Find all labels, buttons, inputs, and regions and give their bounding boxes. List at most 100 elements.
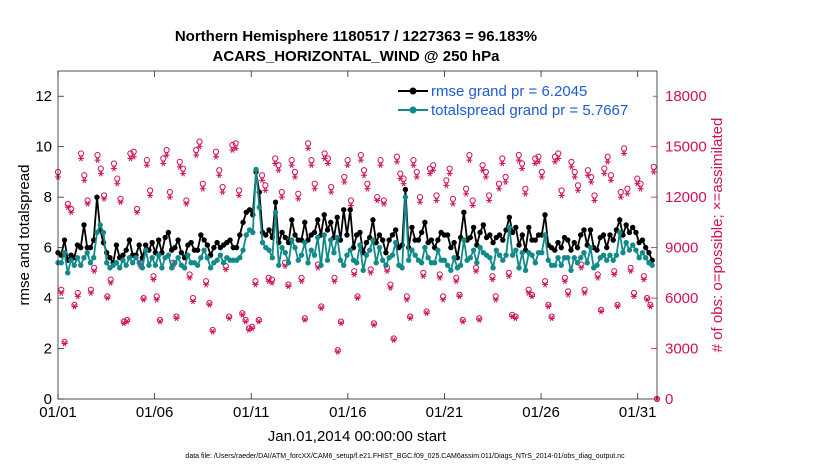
spread-point: [629, 242, 636, 248]
obs-assimilated-point: [594, 275, 601, 281]
obs-assimilated-point: [285, 283, 292, 290]
spread-point: [370, 237, 376, 243]
obs-assimilated-point: [469, 202, 476, 209]
obs-possible-point: [430, 162, 437, 169]
obs-assimilated-point: [68, 209, 75, 216]
spread-point: [113, 260, 120, 266]
y-right-tick-label: 9000: [665, 240, 698, 257]
chart-title-line1: Northern Hemisphere 1180517 / 1227363 = …: [175, 28, 537, 45]
rmse-point: [610, 237, 616, 243]
spread-point: [373, 260, 379, 266]
rmse-point: [565, 237, 571, 243]
spread-point: [185, 252, 191, 258]
spread-point: [136, 260, 142, 266]
obs-assimilated-point: [453, 278, 460, 285]
obs-assimilated-point: [486, 197, 493, 204]
obs-assimilated-point: [542, 281, 549, 288]
obs-assimilated-point: [84, 201, 91, 207]
spread-point: [354, 260, 360, 266]
spread-point: [120, 257, 126, 263]
spread-point: [78, 262, 84, 268]
obs-assimilated-point: [357, 157, 364, 163]
obs-assimilated-point: [189, 298, 196, 305]
spread-point: [610, 257, 616, 263]
legend-box: [393, 80, 653, 120]
obs-possible-point: [433, 192, 440, 199]
spread-point: [198, 255, 204, 261]
spread-point: [324, 257, 331, 263]
obs-possible-point: [515, 152, 522, 159]
rmse-point: [334, 214, 340, 221]
obs-assimilated-point: [97, 170, 104, 177]
obs-assimilated-point: [308, 162, 315, 169]
obs-possible-point: [634, 175, 641, 182]
obs-assimilated-point: [150, 276, 157, 283]
rmse-point: [402, 186, 409, 193]
obs-assimilated-point: [528, 293, 535, 300]
rmse-point: [386, 237, 392, 243]
spread-point: [500, 257, 506, 263]
rmse-point: [172, 244, 178, 251]
rmse-point: [623, 222, 629, 228]
rmse-point: [175, 237, 181, 243]
spread-point: [87, 260, 94, 266]
obs-assimilated-point: [390, 337, 397, 343]
obs-possible-point: [199, 180, 206, 187]
obs-assimilated-point: [403, 296, 410, 303]
spread-point: [412, 252, 418, 258]
obs-possible-point: [219, 183, 226, 191]
obs-assimilated-point: [640, 276, 647, 283]
obs-possible-point: [397, 170, 404, 177]
x-tick-label: 01/26: [522, 404, 560, 421]
obs-assimilated-point: [423, 310, 430, 317]
obs-assimilated-point: [249, 325, 256, 332]
spread-point: [594, 262, 600, 268]
obs-assimilated-point: [216, 172, 223, 179]
spread-point: [204, 255, 211, 261]
rmse-point: [61, 237, 68, 243]
obs-assimilated-point: [288, 162, 295, 169]
rmse-point: [558, 244, 564, 251]
obs-possible-point: [502, 173, 509, 181]
obs-assimilated-point: [268, 280, 275, 286]
rmse-point: [581, 227, 587, 233]
rmse-point: [617, 217, 623, 223]
y-right-tick-label: 12000: [665, 189, 707, 206]
spread-point: [61, 249, 68, 256]
obs-assimilated-point: [341, 179, 348, 185]
spread-point: [490, 265, 496, 271]
spread-point: [584, 260, 590, 266]
rmse-point: [321, 212, 327, 218]
rmse-point: [578, 232, 584, 238]
rmse-point: [607, 232, 613, 238]
rmse-point: [142, 242, 149, 248]
rmse-point: [120, 252, 126, 258]
obs-assimilated-point: [291, 174, 298, 180]
obs-assimilated-point: [101, 195, 108, 202]
rmse-point: [324, 227, 331, 233]
obs-possible-point: [604, 153, 611, 160]
y-left-tick-label: 6: [44, 240, 52, 257]
obs-possible-point: [216, 167, 223, 174]
obs-assimilated-point: [604, 158, 611, 165]
obs-possible-point: [620, 145, 628, 152]
obs-assimilated-point: [535, 158, 542, 165]
obs-possible-point: [110, 160, 118, 167]
rmse-point: [519, 232, 525, 238]
obs-assimilated-point: [614, 303, 621, 310]
spread-point: [402, 194, 409, 200]
obs-possible-point: [393, 153, 401, 160]
obs-assimilated-point: [634, 180, 641, 187]
rmse-point: [272, 199, 279, 205]
rmse-point: [379, 237, 386, 243]
spread-point: [334, 234, 340, 241]
spread-point: [357, 242, 363, 248]
obs-assimilated-point: [565, 291, 572, 298]
rmse-point: [555, 239, 561, 246]
obs-assimilated-point: [94, 157, 101, 163]
obs-possible-point: [272, 155, 279, 162]
spread-point: [457, 262, 464, 268]
obs-assimilated-point: [107, 280, 114, 286]
obs-assimilated-point: [157, 318, 164, 325]
obs-assimilated-point: [219, 189, 226, 195]
